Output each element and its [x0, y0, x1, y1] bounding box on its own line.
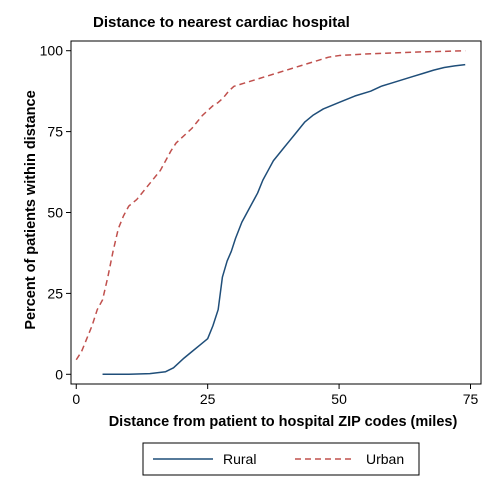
- x-tick-label: 50: [331, 391, 347, 407]
- y-tick-label: 75: [47, 124, 63, 140]
- series-line-urban: [75, 49, 466, 361]
- series-line-rural: [102, 63, 466, 376]
- x-tick-label: 75: [463, 391, 479, 407]
- y-tick-label: 100: [40, 43, 64, 59]
- x-axis-label: Distance from patient to hospital ZIP co…: [109, 414, 458, 430]
- chart-title: Distance to nearest cardiac hospital: [93, 14, 350, 31]
- y-tick-label: 0: [55, 366, 63, 382]
- plot-area: 0 25 50 75 100 0 25 50 75: [40, 40, 482, 407]
- y-axis-label: Percent of patients within distance: [23, 90, 39, 329]
- y-tick-label: 25: [47, 285, 63, 301]
- legend-urban-label: Urban: [366, 451, 404, 467]
- legend: Rural Urban: [142, 442, 420, 476]
- legend-rural-label: Rural: [223, 451, 256, 467]
- x-tick-label: 0: [72, 391, 80, 407]
- x-tick-label: 25: [200, 391, 216, 407]
- y-tick-label: 50: [47, 205, 63, 221]
